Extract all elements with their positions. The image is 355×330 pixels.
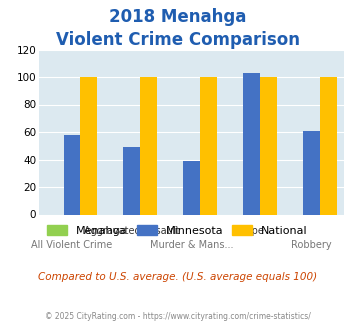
Text: Robbery: Robbery (291, 240, 332, 249)
Text: Compared to U.S. average. (U.S. average equals 100): Compared to U.S. average. (U.S. average … (38, 272, 317, 282)
Bar (64, 135, 80, 214)
Legend: Menahga, Minnesota, National: Menahga, Minnesota, National (43, 221, 312, 240)
Bar (320, 77, 337, 214)
Bar (260, 77, 277, 214)
Bar (140, 77, 157, 214)
Bar (303, 131, 320, 214)
Text: Violent Crime Comparison: Violent Crime Comparison (55, 31, 300, 50)
Bar (183, 161, 200, 214)
Bar (200, 77, 217, 214)
Bar (243, 73, 260, 215)
Bar (124, 147, 140, 214)
Text: Murder & Mans...: Murder & Mans... (150, 240, 234, 249)
Text: All Violent Crime: All Violent Crime (31, 240, 113, 249)
Text: 2018 Menahga: 2018 Menahga (109, 8, 246, 26)
Text: © 2025 CityRating.com - https://www.cityrating.com/crime-statistics/: © 2025 CityRating.com - https://www.city… (45, 312, 310, 321)
Bar (80, 77, 97, 214)
Text: Rape: Rape (239, 226, 264, 236)
Text: Aggravated Assault: Aggravated Assault (84, 226, 180, 236)
